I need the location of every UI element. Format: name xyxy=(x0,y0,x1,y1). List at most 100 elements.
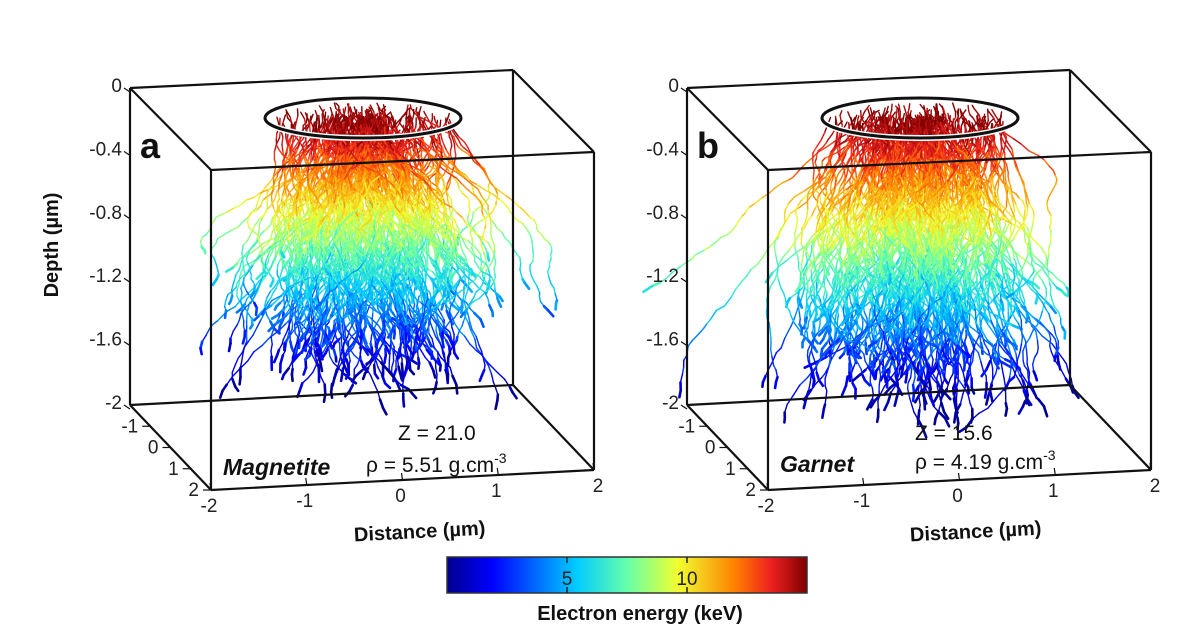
trajectory-segment xyxy=(458,187,464,195)
trajectory-segment xyxy=(449,145,453,152)
trajectory-segment xyxy=(314,144,317,153)
trajectory-segment xyxy=(245,311,248,322)
trajectory-segment xyxy=(324,111,327,121)
trajectory-segment xyxy=(227,299,233,306)
trajectory-segment xyxy=(233,385,240,393)
trajectory-segment xyxy=(231,364,236,374)
trajectory-segment xyxy=(399,337,402,346)
trajectory-segment xyxy=(392,332,396,340)
trajectory-segment xyxy=(322,169,326,179)
trajectory-segment xyxy=(401,329,404,340)
trajectory-segment xyxy=(320,376,326,386)
trajectory-segment xyxy=(246,351,255,362)
trajectory-segment xyxy=(398,328,402,339)
trajectory-segment xyxy=(486,255,491,262)
trajectory-segment xyxy=(291,323,294,330)
trajectory-segment xyxy=(362,244,367,251)
trajectory-segment xyxy=(487,192,491,200)
trajectory-segment xyxy=(377,324,384,333)
trajectory-segment xyxy=(381,337,390,347)
trajectory-segment xyxy=(466,214,469,222)
trajectory-segment xyxy=(404,266,407,274)
trajectory-segment xyxy=(279,226,282,233)
trajectory-segment xyxy=(409,219,415,227)
trajectory-segment xyxy=(273,305,278,311)
trajectory-segment xyxy=(437,319,444,328)
trajectory-segment xyxy=(490,365,498,373)
trajectory-segment xyxy=(455,224,460,231)
trajectory-segment xyxy=(376,351,383,360)
trajectory-segment xyxy=(259,275,267,285)
trajectory-segment xyxy=(266,291,271,299)
trajectory-segment xyxy=(461,249,467,258)
trajectory-segment xyxy=(237,351,244,360)
trajectory-segment xyxy=(408,368,416,376)
trajectory-segment xyxy=(431,353,437,363)
trajectory-segment xyxy=(435,366,438,376)
trajectory-segment xyxy=(281,136,284,146)
trajectory-segment xyxy=(248,323,254,330)
trajectory-segment xyxy=(251,247,259,253)
trajectory-segment xyxy=(270,260,274,269)
trajectory-segment xyxy=(323,139,326,147)
trajectory-segment xyxy=(292,217,296,226)
trajectory-segment xyxy=(253,344,263,353)
trajectory-segment xyxy=(281,338,284,345)
trajectory-segment xyxy=(384,344,391,355)
trajectory-segment xyxy=(253,240,259,247)
trajectory-segment xyxy=(234,357,239,366)
trajectory-segment xyxy=(295,271,299,278)
trajectory-segment xyxy=(496,371,506,380)
trajectory-segment xyxy=(281,252,286,259)
trajectory-segment xyxy=(428,290,432,298)
trajectory-segment xyxy=(266,223,272,230)
trajectory-segment xyxy=(304,195,307,202)
trajectory-segment xyxy=(321,331,324,340)
trajectory-segment xyxy=(282,206,286,214)
trajectory-segment xyxy=(420,197,426,204)
trajectory-segment xyxy=(326,115,329,125)
trajectory-segment xyxy=(289,328,293,335)
trajectory-segment xyxy=(302,208,305,216)
trajectory-segment xyxy=(467,209,471,217)
trajectory-segment xyxy=(218,389,224,400)
trajectory-segment xyxy=(439,132,443,141)
trajectory-segment xyxy=(290,346,295,353)
trajectory-segment xyxy=(428,333,433,340)
trajectory-segment xyxy=(330,112,333,119)
trajectory-segment xyxy=(511,390,518,400)
trajectory-segment xyxy=(231,279,236,287)
trajectory-segment xyxy=(276,116,280,124)
trajectory-segment xyxy=(454,147,457,157)
trajectory-segment xyxy=(323,383,327,396)
trajectory-segment xyxy=(459,330,466,337)
trajectory-segment xyxy=(383,353,388,365)
trajectory-segment xyxy=(285,111,289,119)
trajectory-segment xyxy=(233,274,237,282)
trajectory-segment xyxy=(279,353,285,366)
trajectory-segment xyxy=(421,272,424,280)
trajectory-segment xyxy=(354,368,364,378)
trajectory-segment xyxy=(329,106,333,115)
trajectory-segment xyxy=(478,373,484,383)
trajectory-segment xyxy=(438,364,442,372)
trajectory-segment xyxy=(289,197,293,204)
trajectory-segment xyxy=(374,384,379,393)
trajectory-segment xyxy=(364,198,368,207)
trajectory-segment xyxy=(402,330,405,339)
trajectory-segment xyxy=(225,375,234,386)
trajectory-segment xyxy=(312,365,317,373)
trajectory-segment xyxy=(301,323,308,331)
trajectory-segment xyxy=(424,165,430,173)
electron-trajectories xyxy=(199,102,559,416)
trajectory-segment xyxy=(461,226,468,231)
trajectory-segment xyxy=(469,343,477,351)
trajectory-segment xyxy=(398,122,404,129)
trajectory-segment xyxy=(370,375,376,386)
trajectory-segment xyxy=(242,250,249,258)
trajectory-segment xyxy=(461,149,467,154)
trajectory-segment xyxy=(498,295,504,303)
trajectory-segment xyxy=(199,346,203,356)
